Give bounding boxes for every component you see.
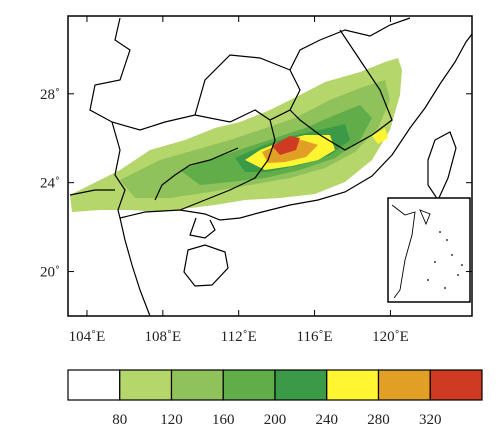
southeast-coastline <box>119 33 473 221</box>
colorbar-label: 120 <box>160 412 183 428</box>
border-yunnan <box>69 189 115 196</box>
rain-240-280-east <box>372 128 388 144</box>
lon-tick-label: 116˚E <box>297 329 333 345</box>
inset-frame <box>387 197 471 303</box>
latitude-axis: 28˚ 24˚ 20˚ <box>40 87 472 281</box>
lat-tick-label: 24˚ <box>40 176 60 192</box>
inset-coastline <box>391 204 416 299</box>
map-content <box>69 17 473 317</box>
province-border-east <box>289 29 393 151</box>
rain-320-plus <box>272 136 300 155</box>
province-border-central <box>194 54 291 116</box>
colorbar-segment <box>170 369 224 401</box>
province-border-inner <box>154 147 239 201</box>
inset-island <box>419 209 431 226</box>
colorbar-segment <box>222 369 276 401</box>
colorbar-label: 160 <box>212 412 235 428</box>
vietnam-coastline <box>119 217 151 317</box>
inset-map <box>387 197 471 303</box>
colorbar-label: 200 <box>264 412 287 428</box>
inset-south-china-sea-islands <box>427 231 463 289</box>
colorbar-label: 80 <box>112 412 127 428</box>
colorbar-label: 240 <box>316 412 339 428</box>
colorbar-segment <box>377 369 431 401</box>
province-border-guangxi-guangdong <box>179 119 276 211</box>
lon-tick-label: 108˚E <box>144 329 181 345</box>
colorbar-label: 320 <box>419 412 442 428</box>
lat-tick-label: 28˚ <box>40 87 60 103</box>
lon-tick-label: 112˚E <box>221 329 257 345</box>
leizhou-peninsula <box>189 217 216 239</box>
colorbar-segment <box>429 369 483 401</box>
province-border-north <box>89 17 411 131</box>
coastlines-and-borders <box>69 17 473 317</box>
lat-tick-label: 20˚ <box>40 265 60 281</box>
colorbar-segment <box>274 369 328 401</box>
colorbar-segment <box>67 369 121 401</box>
colorbar-segment <box>119 369 173 401</box>
hainan-island <box>183 244 229 287</box>
province-border-west <box>111 121 126 219</box>
colorbar-label: 280 <box>367 412 390 428</box>
colorbar-segment <box>326 369 380 401</box>
lon-tick-label: 120˚E <box>372 329 409 345</box>
lon-tick-label: 104˚E <box>69 329 106 345</box>
longitude-axis: 104˚E 108˚E 112˚E 116˚E 120˚E <box>69 16 409 345</box>
taiwan-island <box>427 131 457 202</box>
colorbar: 80 120 160 200 240 280 320 <box>67 369 483 428</box>
precipitation-field <box>70 58 402 212</box>
